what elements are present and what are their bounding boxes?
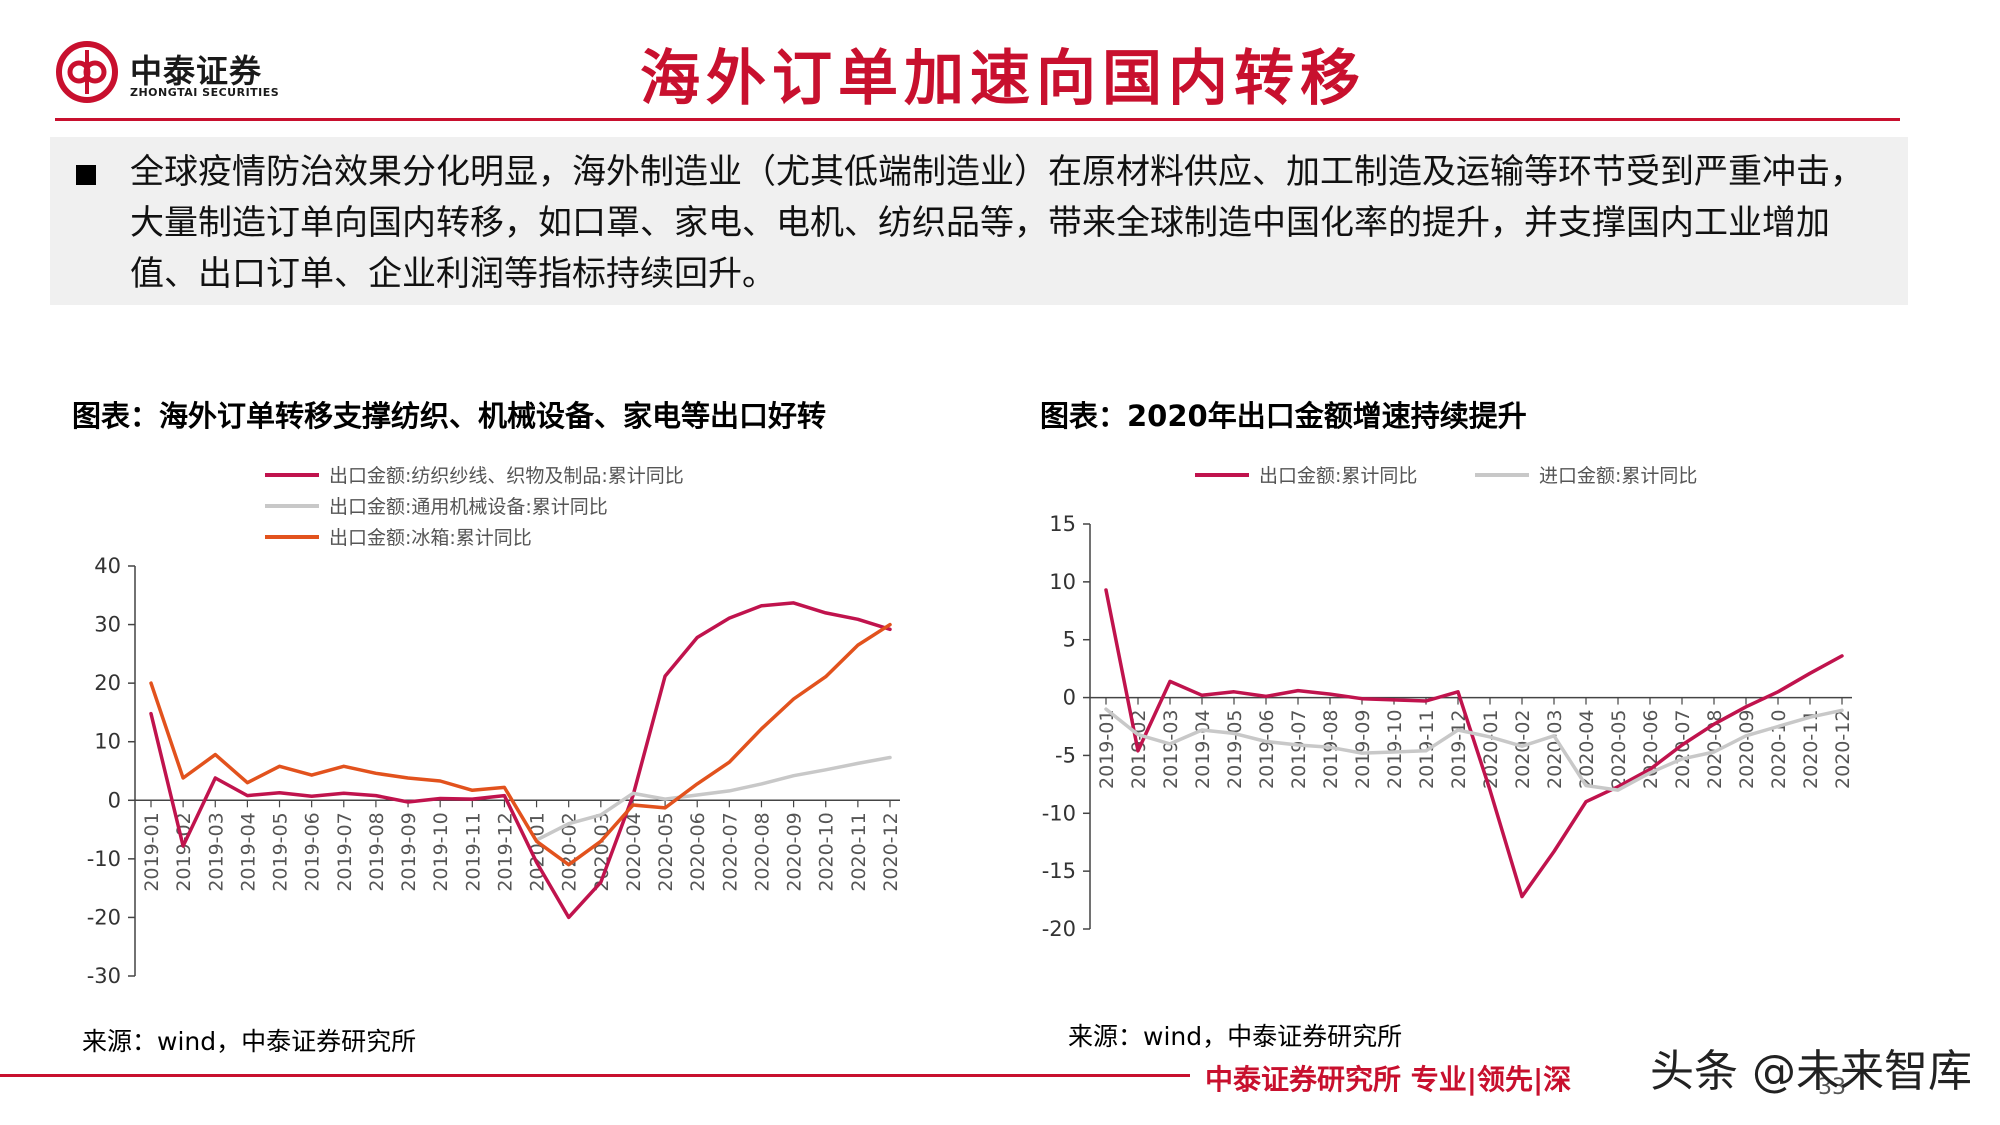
y-tick-label: -10: [87, 847, 121, 871]
company-logo: 中泰证券 ZHONGTAI SECURITIES: [55, 40, 305, 110]
y-tick-label: 0: [108, 788, 121, 812]
x-tick-label: 2020-08: [1704, 710, 1726, 789]
x-tick-label: 2019-10: [430, 812, 452, 891]
chart-2-title: 图表：2020年出口金额增速持续提升: [1040, 399, 1527, 433]
footer-divider: [0, 1074, 1190, 1077]
x-tick-label: 2020-04: [623, 812, 645, 891]
y-tick-label: -20: [87, 905, 121, 929]
x-tick-label: 2020-08: [751, 812, 773, 891]
summary-box: 全球疫情防治效果分化明显，海外制造业（尤其低端制造业）在原材料供应、加工制造及运…: [50, 137, 1908, 305]
y-tick-label: 10: [1049, 570, 1076, 594]
y-tick-label: 0: [1063, 686, 1076, 710]
x-tick-label: 2019-09: [398, 812, 420, 891]
y-tick-label: -20: [1042, 917, 1076, 941]
y-tick-label: 10: [94, 730, 121, 754]
x-tick-label: 2020-09: [784, 812, 806, 891]
title-divider: [55, 118, 1900, 121]
x-tick-label: 2019-11: [462, 812, 484, 891]
x-tick-label: 2020-11: [1800, 710, 1822, 789]
x-tick-label: 2019-12: [494, 812, 516, 891]
legend-label: 出口金额:累计同比: [1259, 465, 1417, 487]
y-tick-label: 5: [1063, 628, 1076, 652]
logo-chinese-name: 中泰证券: [130, 52, 263, 90]
page-title: 海外订单加速向国内转移: [640, 44, 1366, 114]
x-tick-label: 2020-05: [655, 812, 677, 891]
x-tick-label: 2020-02: [559, 812, 581, 891]
chart-2-source: 来源：wind，中泰证券研究所: [1068, 1022, 1403, 1051]
x-tick-label: 2020-10: [816, 812, 838, 891]
x-tick-label: 2020-03: [1544, 710, 1566, 789]
x-tick-label: 2020-07: [1672, 710, 1694, 789]
logo-english-name: ZHONGTAI SECURITIES: [130, 86, 280, 99]
x-tick-label: 2019-06: [1256, 710, 1278, 789]
x-tick-label: 2020-09: [1736, 710, 1758, 789]
series-line: [1104, 707, 1844, 792]
series-line: [1104, 588, 1844, 899]
chart-1-source: 来源：wind，中泰证券研究所: [82, 1027, 417, 1056]
chart-1-title: 图表：海外订单转移支撑纺织、机械设备、家电等出口好转: [72, 399, 827, 433]
chart-2: 出口金额:累计同比 进口金额:累计同比 15 10 5 0 -5 -10 -15 -20 2019-…: [1042, 465, 1854, 941]
logo-mark-icon: [56, 41, 118, 103]
y-tick-label: 40: [94, 554, 121, 578]
x-tick-label: 2019-10: [1384, 710, 1406, 789]
square-bullet-icon: [76, 165, 96, 185]
y-tick-label: 20: [94, 671, 121, 695]
x-tick-label: 2020-01: [1480, 710, 1502, 789]
x-tick-label: 2019-12: [1448, 710, 1470, 789]
x-tick-label: 2020-04: [1576, 710, 1598, 789]
series-line: [149, 622, 892, 867]
x-tick-label: 2019-08: [1320, 710, 1342, 789]
footer-text: 中泰证券研究所 专业|领先|深: [1205, 1063, 1572, 1096]
legend-label: 出口金额:纺织纱线、织物及制品:累计同比: [329, 465, 684, 487]
y-tick-label: -15: [1042, 859, 1076, 883]
x-tick-label: 2019-04: [237, 812, 259, 891]
legend-label: 出口金额:冰箱:累计同比: [329, 527, 532, 549]
x-tick-label: 2020-12: [1832, 710, 1854, 789]
x-tick-label: 2019-01: [141, 812, 163, 891]
x-tick-label: 2019-01: [1096, 710, 1118, 789]
x-tick-label: 2019-04: [1192, 710, 1214, 789]
legend-label: 出口金额:通用机械设备:累计同比: [329, 496, 608, 518]
series-line: [149, 601, 892, 920]
x-tick-label: 2019-08: [366, 812, 388, 891]
summary-text: 全球疫情防治效果分化明显，海外制造业（尤其低端制造业）在原材料供应、加工制造及运…: [130, 152, 1864, 294]
x-tick-label: 2020-11: [848, 812, 870, 891]
series-line: [534, 755, 892, 842]
x-tick-label: 2019-03: [1160, 710, 1182, 789]
x-tick-label: 2019-07: [334, 812, 356, 891]
x-tick-label: 2020-07: [719, 812, 741, 891]
x-tick-label: 2019-06: [302, 812, 324, 891]
legend-label: 进口金额:累计同比: [1539, 465, 1697, 487]
y-tick-label: -30: [87, 964, 121, 988]
y-tick-label: 15: [1049, 512, 1076, 536]
watermark: 头条 @未来智库: [1650, 1046, 1972, 1097]
x-tick-label: 2019-05: [1224, 710, 1246, 789]
page-number: 33: [1818, 1075, 1846, 1100]
x-tick-label: 2020-05: [1608, 710, 1630, 789]
x-tick-label: 2019-03: [205, 812, 227, 891]
y-tick-label: 30: [94, 613, 121, 637]
x-tick-label: 2020-06: [687, 812, 709, 891]
x-tick-label: 2019-07: [1288, 710, 1310, 789]
x-tick-label: 2020-10: [1768, 710, 1790, 789]
x-tick-label: 2020-12: [880, 812, 902, 891]
x-tick-label: 2019-05: [270, 812, 292, 891]
y-tick-label: -5: [1055, 743, 1076, 767]
x-tick-label: 2019-09: [1352, 710, 1374, 789]
chart-1: 出口金额:纺织纱线、织物及制品:累计同比出口金额:通用机械设备:累计同比出口金额…: [87, 465, 902, 988]
x-tick-label: 2020-02: [1512, 710, 1534, 789]
y-tick-label: -10: [1042, 801, 1076, 825]
